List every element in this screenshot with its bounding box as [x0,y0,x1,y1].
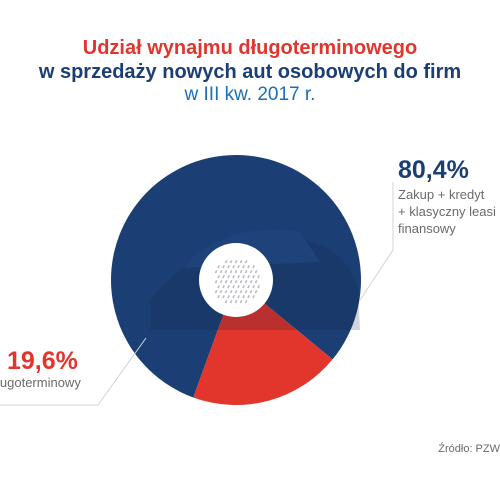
leader-line-1 [359,182,394,301]
title-line-3: w III kw. 2017 r. [184,84,316,105]
title-line-2: w sprzedaży nowych aut osobowych do firm [38,61,462,83]
slice-value-label-2: 19,6% [7,347,78,375]
title-line-1: Udział wynajmu długoterminowego [82,37,418,59]
center-dot-pattern [214,260,260,304]
leader-line-2 [0,337,147,406]
slice-desc-2-line-1: ługoterminowy [0,375,81,390]
slice-desc-1-line-1: Zakup + kredyt [398,187,485,202]
slice-desc-1-line-3: finansowy [398,221,456,236]
chart-title: Udział wynajmu długoterminowego w sprzed… [0,36,500,107]
slice-desc-2: ługoterminowy [0,374,81,391]
slice-desc-1-line-2: + klasyczny leasi [398,204,496,219]
slice-value-label-1: 80,4% [398,156,469,184]
slice-desc-1: Zakup + kredyt + klasyczny leasi finanso… [398,186,496,237]
source-note: Źródło: PZW [438,443,500,455]
